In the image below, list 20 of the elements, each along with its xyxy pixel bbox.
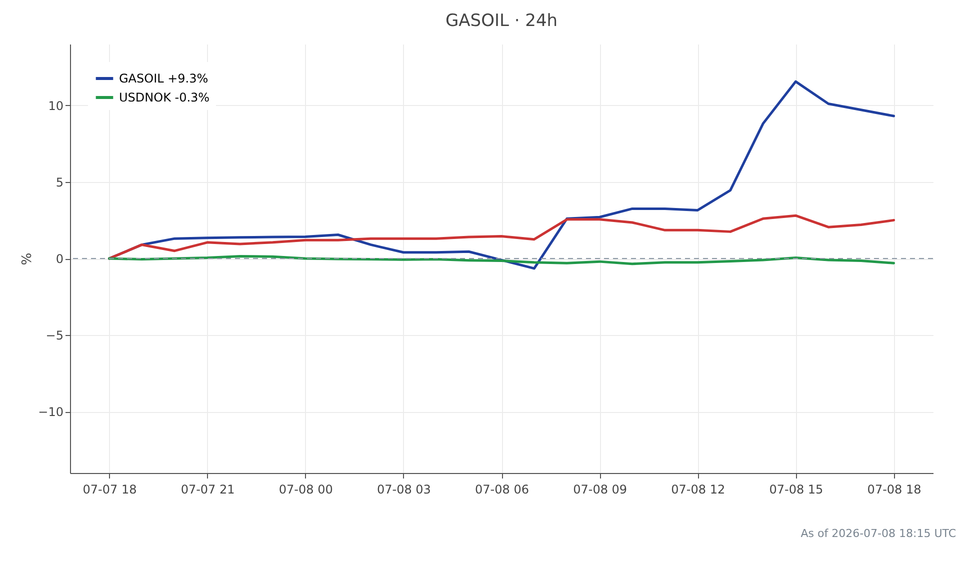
x-tick-label: 07-08 09	[573, 482, 628, 496]
x-tick-label: 07-07 18	[82, 482, 137, 496]
chart-title: GASOIL · 24h	[445, 11, 558, 31]
y-axis-title: %	[20, 252, 36, 266]
text: As of 2026-07-08 18:15 UTC	[800, 527, 956, 540]
legend-label: GASOIL +9.3%	[119, 72, 208, 86]
y-tick-label: 10	[48, 98, 64, 113]
x-tick-label: 07-08 15	[769, 482, 824, 496]
y-tick-label: 5	[56, 175, 64, 190]
x-tick-label: 07-08 18	[867, 482, 922, 496]
legend-label: USDNOK -0.3%	[119, 90, 210, 104]
y-tick-label: −10	[38, 405, 64, 420]
y-tick-label: 0	[56, 252, 64, 266]
x-tick-label: 07-08 12	[671, 482, 726, 496]
x-tick-label: 07-08 06	[475, 482, 529, 496]
x-tick-label: 07-07 21	[180, 482, 235, 496]
y-tick-label: −5	[46, 328, 64, 343]
x-tick-label: 07-08 00	[278, 482, 333, 496]
line-series	[108, 214, 896, 260]
x-tick-label: 07-08 03	[376, 482, 431, 496]
